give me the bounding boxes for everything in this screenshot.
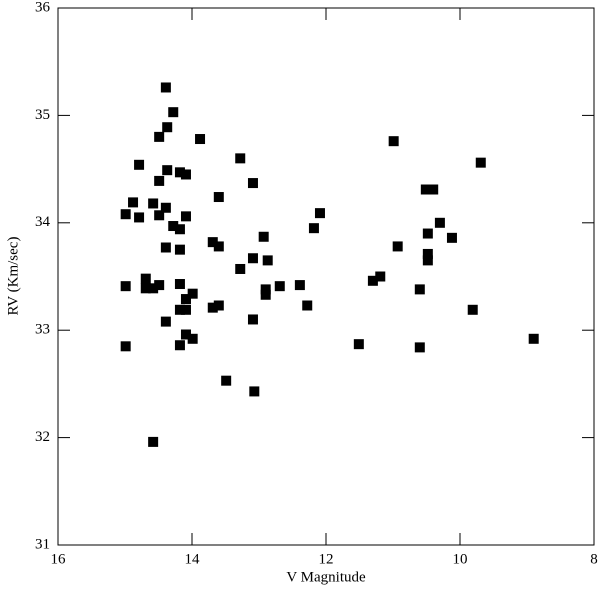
point [260, 289, 271, 300]
x-axis-label: V Magnitude [286, 569, 366, 585]
point [262, 255, 273, 266]
point [428, 184, 439, 195]
point [148, 436, 159, 447]
point [174, 167, 185, 178]
point [388, 136, 399, 147]
point [134, 159, 145, 170]
point [180, 211, 191, 222]
point [213, 192, 224, 203]
point [392, 241, 403, 252]
point [446, 232, 457, 243]
point [247, 314, 258, 325]
point [140, 273, 151, 284]
y-tick-label: 34 [35, 214, 51, 230]
point [235, 153, 246, 164]
point [180, 169, 191, 180]
point [187, 333, 198, 344]
point [140, 283, 151, 294]
point [120, 209, 131, 220]
point [207, 302, 218, 313]
point [168, 107, 179, 118]
point [213, 300, 224, 311]
x-tick-label: 10 [453, 551, 468, 567]
point [154, 131, 165, 142]
point [475, 157, 486, 168]
point [375, 271, 386, 282]
point [353, 339, 364, 350]
point [294, 280, 305, 291]
point [180, 294, 191, 305]
point [174, 304, 185, 315]
y-tick-label: 32 [35, 429, 50, 445]
point [180, 304, 191, 315]
x-tick-label: 14 [185, 551, 201, 567]
point [422, 228, 433, 239]
point [260, 284, 271, 295]
x-tick-label: 16 [51, 551, 67, 567]
point [247, 253, 258, 264]
point [120, 281, 131, 292]
point [154, 175, 165, 186]
point [180, 329, 191, 340]
point [120, 341, 131, 352]
point [162, 122, 173, 133]
point [528, 333, 539, 344]
point [207, 237, 218, 248]
point [160, 202, 171, 213]
y-tick-label: 35 [35, 107, 50, 123]
y-tick-label: 33 [35, 322, 50, 338]
point [414, 284, 425, 295]
point [367, 275, 378, 286]
point [128, 197, 139, 208]
point [154, 280, 165, 291]
point [274, 281, 285, 292]
point [168, 221, 179, 232]
point [154, 210, 165, 221]
point [420, 184, 431, 195]
point [258, 231, 269, 242]
point [314, 208, 325, 219]
y-tick-label: 36 [35, 0, 51, 15]
y-axis-label: RV (Km/sec) [5, 237, 21, 316]
y-tick-label: 31 [35, 536, 50, 552]
point [174, 244, 185, 255]
x-tick-label: 12 [319, 551, 334, 567]
point [422, 248, 433, 259]
point [160, 242, 171, 253]
point [221, 375, 232, 386]
point [174, 224, 185, 235]
point [148, 283, 159, 294]
point [160, 82, 171, 93]
point [414, 342, 425, 353]
point [174, 340, 185, 351]
point [134, 212, 145, 223]
point [213, 241, 224, 252]
point [422, 255, 433, 266]
point [162, 165, 173, 176]
point [148, 198, 159, 209]
point [187, 288, 198, 299]
point [247, 178, 258, 189]
point [434, 217, 445, 228]
point [160, 316, 171, 327]
point [195, 134, 206, 145]
point [235, 263, 246, 274]
plot-frame [57, 7, 595, 546]
point [174, 279, 185, 290]
x-tick-label: 8 [590, 551, 598, 567]
point [249, 386, 260, 397]
point [308, 223, 319, 234]
point [467, 304, 478, 315]
point [302, 300, 313, 311]
